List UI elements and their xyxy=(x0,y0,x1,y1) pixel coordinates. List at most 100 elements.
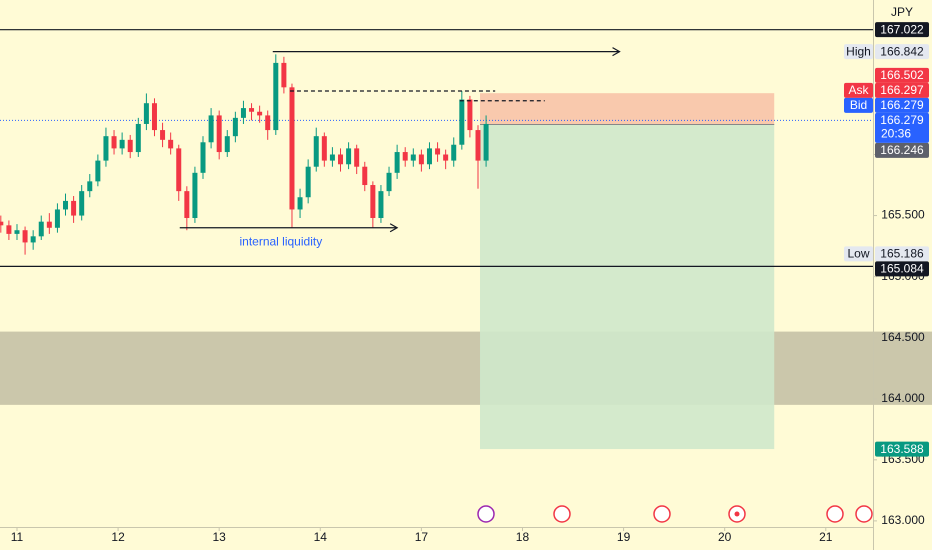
price-tag-name: High xyxy=(846,44,871,58)
candle-body xyxy=(410,154,416,161)
price-tag-name: Low xyxy=(847,247,869,261)
candle-body xyxy=(71,200,77,216)
candle-body xyxy=(257,111,263,116)
arrow-head xyxy=(389,223,399,233)
current-price-tag xyxy=(875,112,929,143)
y-tick-label: 163.000 xyxy=(881,513,925,527)
candle-body xyxy=(208,115,214,143)
candle-body xyxy=(370,185,376,219)
candle-body xyxy=(297,197,303,210)
y-tick-label: 164.000 xyxy=(881,391,925,405)
candle-body xyxy=(329,154,335,161)
price-tag xyxy=(875,142,929,158)
x-tick-label: 17 xyxy=(415,530,429,544)
price-tag-label: 166.279 xyxy=(880,98,924,112)
candle-body xyxy=(321,136,327,161)
candle-body xyxy=(168,139,174,149)
event-icon[interactable] xyxy=(826,505,844,523)
price-tag-name-box xyxy=(844,82,873,98)
candle-body xyxy=(103,136,109,161)
candle-body xyxy=(63,200,69,210)
candle-body xyxy=(386,172,392,192)
candle-body xyxy=(184,191,190,219)
event-icon[interactable] xyxy=(653,505,671,523)
candle-body xyxy=(6,225,12,234)
candle-body xyxy=(119,139,125,149)
candle-body xyxy=(232,117,238,137)
demand-zone xyxy=(0,331,932,405)
candle-body xyxy=(418,154,424,165)
candle-body xyxy=(451,144,457,161)
y-tick-label: 165.500 xyxy=(881,208,925,222)
price-tag-label: 166.246 xyxy=(880,143,924,157)
candle-body xyxy=(483,123,489,161)
price-tag-label: 166.502 xyxy=(880,68,924,82)
candle-body xyxy=(305,166,311,198)
x-tick-label: 20 xyxy=(718,530,732,544)
arrow-head xyxy=(612,47,621,57)
target-zone xyxy=(480,124,775,450)
price-tag xyxy=(875,67,929,83)
candle-body xyxy=(192,172,198,219)
candle-body xyxy=(95,160,101,182)
candle-body xyxy=(224,136,230,153)
candle-body xyxy=(0,221,4,226)
candle-body xyxy=(378,191,384,219)
candle-body xyxy=(281,62,287,88)
price-tag xyxy=(875,22,929,38)
candle-body xyxy=(459,99,465,145)
event-icons xyxy=(477,505,873,523)
price-tag-name-box xyxy=(844,246,873,262)
candle-body xyxy=(216,115,222,153)
candle-body xyxy=(443,154,449,161)
candle-body xyxy=(240,108,246,118)
candle-body xyxy=(14,230,20,234)
candle-body xyxy=(54,209,60,228)
candle-body xyxy=(265,115,271,131)
candle-body xyxy=(135,123,141,153)
stop-zone xyxy=(480,93,775,125)
candle-body xyxy=(467,99,473,131)
price-tag-label: 167.022 xyxy=(880,22,924,36)
price-tag-label: 163.588 xyxy=(880,442,924,456)
plot-area: internal liquidity xyxy=(0,29,932,450)
candle-body xyxy=(46,221,52,228)
price-tag-label: 166.297 xyxy=(880,83,924,97)
price-tag xyxy=(875,44,929,60)
y-tick-label: 164.500 xyxy=(881,330,925,344)
x-tick-label: 19 xyxy=(617,530,631,544)
x-tick-label: 13 xyxy=(213,530,227,544)
candle-body xyxy=(289,87,295,210)
candle-body xyxy=(143,103,149,124)
candle-body xyxy=(346,148,352,165)
event-dot xyxy=(734,511,740,517)
price-tag-name: Ask xyxy=(848,83,869,97)
annotation: internal liquidity xyxy=(239,235,322,249)
price-tag xyxy=(875,246,929,262)
candle-body xyxy=(160,130,166,140)
price-tag-label: 166.842 xyxy=(880,44,924,58)
price-tag xyxy=(875,261,929,277)
price-tag xyxy=(875,82,929,98)
event-icon[interactable] xyxy=(855,505,873,523)
x-tick-label: 14 xyxy=(314,530,328,544)
price-tag-name-box xyxy=(844,44,873,60)
candle-body xyxy=(273,62,279,131)
candle-body xyxy=(30,236,36,243)
candle-body xyxy=(435,148,441,155)
event-icon[interactable] xyxy=(553,505,571,523)
candle-body xyxy=(426,148,432,165)
candle-body xyxy=(402,152,408,161)
candle-body xyxy=(362,166,368,186)
candle-body xyxy=(354,148,360,167)
candle-body xyxy=(176,148,182,192)
x-tick-label: 12 xyxy=(111,530,125,544)
event-icon[interactable] xyxy=(477,505,495,523)
price-tag xyxy=(875,441,929,457)
current-price-label: 166.279 xyxy=(880,113,924,127)
candle-body xyxy=(87,181,93,192)
x-tick-label: 11 xyxy=(11,530,24,544)
candle-body xyxy=(475,130,481,161)
